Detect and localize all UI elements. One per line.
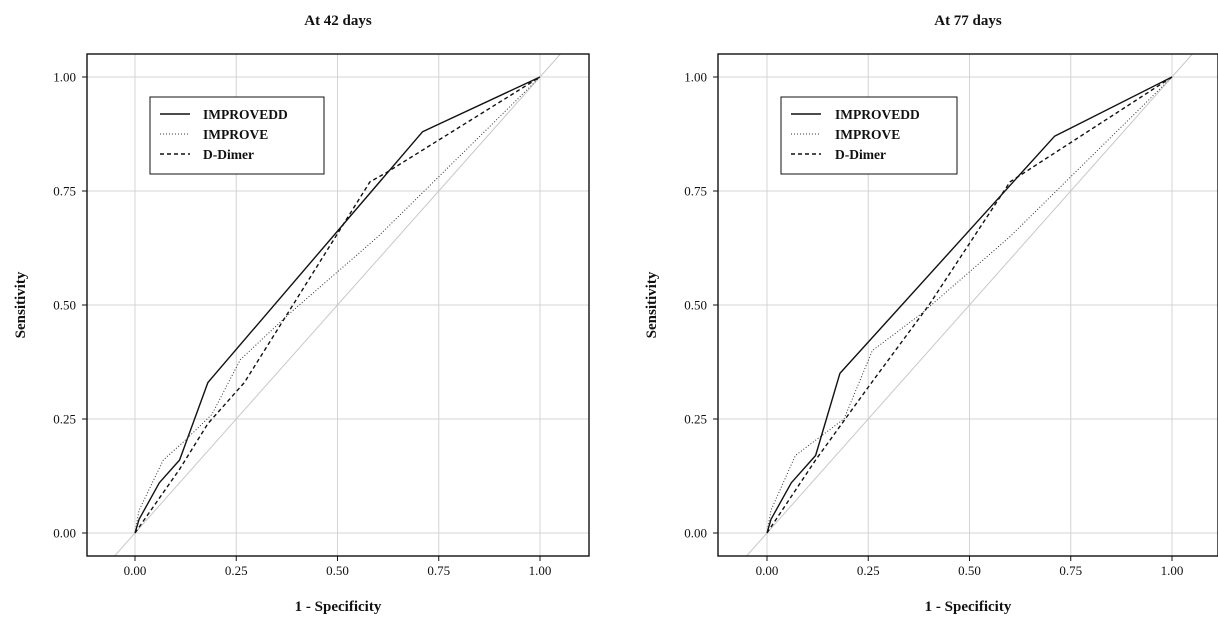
- series-improve: [766, 76, 1173, 534]
- y-tick-label-3: 0.75: [53, 184, 76, 199]
- reference-diagonal: [746, 53, 1193, 557]
- y-tick-label-1: 0.25: [684, 412, 707, 427]
- legend-label-improve: IMPROVE: [835, 127, 900, 142]
- legend-label-improvedd: IMPROVEDD: [835, 107, 920, 122]
- x-tick-label-0: 0.00: [756, 563, 779, 578]
- chart-title: At 77 days: [934, 13, 1002, 29]
- x-tick-label-3: 0.75: [1059, 563, 1082, 578]
- x-tick-label-1: 0.25: [225, 563, 248, 578]
- y-tick-label-3: 0.75: [684, 184, 707, 199]
- y-tick-label-0: 0.00: [684, 526, 707, 541]
- x-tick-label-4: 1.00: [529, 563, 552, 578]
- legend: IMPROVEDD IMPROVE D-Dimer: [149, 96, 325, 175]
- x-axis-label: 1 - Specificity: [295, 599, 382, 615]
- series-improvedd: [134, 76, 541, 534]
- roc-chart-77-days: At 77 days 0.00 0.00 0.25 0.25 0.50 0.50 0.75 0…: [644, 13, 1218, 615]
- y-tick-label-2: 0.50: [684, 298, 707, 313]
- reference-diagonal: [114, 53, 561, 557]
- legend-box: [149, 96, 325, 175]
- y-axis-label: Sensitivity: [13, 271, 29, 338]
- roc-chart-42-days: At 42 days 0.00 0.00 0.25 0.25 0.50 0.50 0.75 0…: [13, 13, 590, 615]
- y-tick-label-1: 0.25: [53, 412, 76, 427]
- x-axis-label: 1 - Specificity: [925, 599, 1012, 615]
- legend-label-improve: IMPROVE: [203, 127, 268, 142]
- series-d-dimer: [134, 76, 541, 534]
- x-tick-label-0: 0.00: [124, 563, 147, 578]
- series-d-dimer: [766, 76, 1173, 534]
- chart-title: At 42 days: [304, 13, 372, 29]
- legend-box: [780, 96, 958, 175]
- y-tick-label-4: 1.00: [53, 70, 76, 85]
- legend-label-d-dimer: D-Dimer: [835, 147, 886, 162]
- x-tick-label-4: 1.00: [1161, 563, 1184, 578]
- legend-label-improvedd: IMPROVEDD: [203, 107, 288, 122]
- legend: IMPROVEDD IMPROVE D-Dimer: [780, 96, 958, 175]
- y-axis-label: Sensitivity: [644, 271, 660, 338]
- y-tick-label-0: 0.00: [53, 526, 76, 541]
- x-tick-label-2: 0.50: [958, 563, 981, 578]
- y-tick-label-4: 1.00: [684, 70, 707, 85]
- series-improvedd: [766, 76, 1173, 534]
- y-tick-label-2: 0.50: [53, 298, 76, 313]
- x-tick-label-1: 0.25: [857, 563, 880, 578]
- x-tick-label-3: 0.75: [427, 563, 450, 578]
- legend-label-d-dimer: D-Dimer: [203, 147, 254, 162]
- x-tick-label-2: 0.50: [326, 563, 349, 578]
